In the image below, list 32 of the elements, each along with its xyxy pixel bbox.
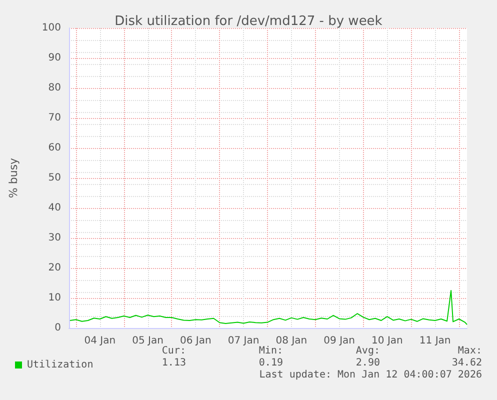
chart-title: Disk utilization for /dev/md127 - by week [114, 14, 383, 29]
text: 1.13 [162, 358, 186, 368]
text: 0.19 [258, 358, 283, 368]
y-tick-label: 0 [54, 322, 61, 334]
x-tick-label: 11 Jan [419, 336, 451, 346]
x-tick-label: 06 Jan [180, 336, 212, 346]
y-tick-label: 10 [48, 292, 61, 304]
y-tick-label: 60 [48, 142, 61, 154]
y-tick-label: 30 [48, 232, 61, 244]
y-tick-label: 20 [48, 262, 61, 274]
text: 34.62 [452, 358, 482, 368]
x-tick-label: 07 Jan [228, 336, 260, 346]
text: Avg: [356, 346, 380, 356]
y-tick-label: 40 [48, 202, 61, 214]
text: Max: [458, 346, 482, 356]
x-tick-label: 08 Jan [276, 336, 308, 346]
x-tick-label: 10 Jan [372, 336, 403, 346]
text: Min: [258, 346, 283, 356]
y-tick-label: 50 [48, 172, 61, 184]
text: 2.90 [356, 358, 380, 368]
y-tick-label: 70 [48, 112, 61, 124]
y-tick-label: 80 [48, 82, 61, 94]
x-tick-label: 04 Jan [84, 336, 116, 346]
y-axis-title: % busy [7, 157, 20, 198]
x-tick-label: 09 Jan [324, 336, 355, 346]
y-tick-label: 90 [48, 52, 61, 64]
text: Cur: [162, 346, 186, 356]
x-tick-label: 05 Jan [132, 336, 164, 346]
legend-label: Utilization [27, 360, 94, 370]
text: Last update: Mon Jan 12 04:00:07 2026 [259, 370, 482, 380]
y-tick-label: 100 [42, 22, 61, 34]
line-series [70, 290, 468, 326]
